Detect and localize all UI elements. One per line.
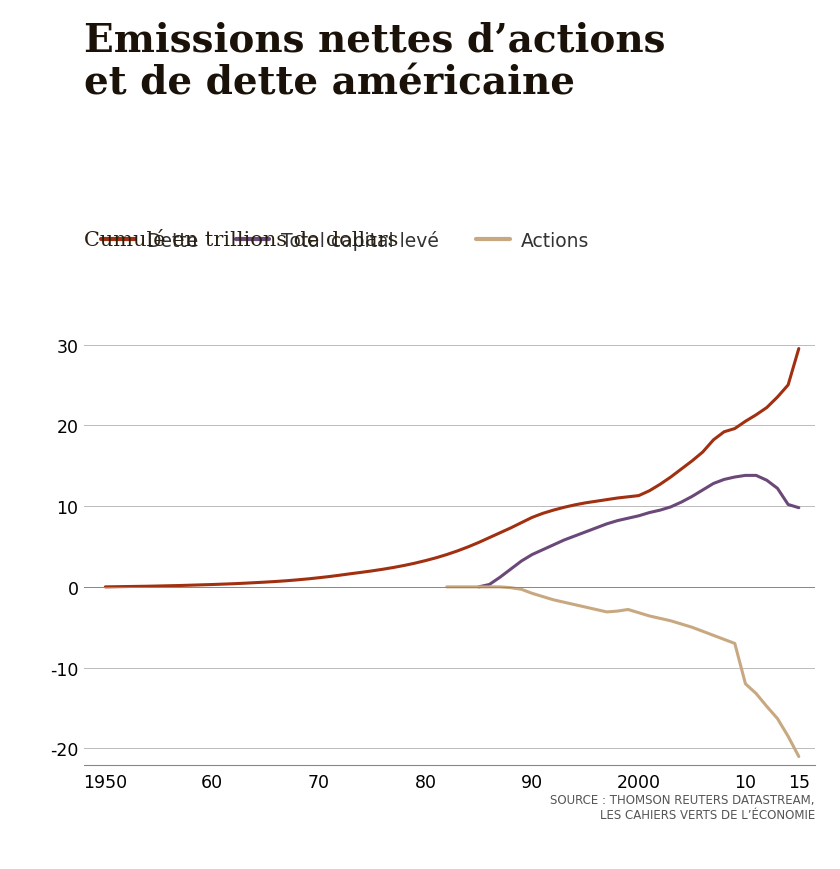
Text: SOURCE : THOMSON REUTERS DATASTREAM,
LES CAHIERS VERTS DE L’ÉCONOMIE: SOURCE : THOMSON REUTERS DATASTREAM, LES… — [550, 793, 815, 821]
Legend: Dette, Total capital levé, Actions: Dette, Total capital levé, Actions — [93, 222, 597, 258]
Text: Cumulé en trillions de dollars: Cumulé en trillions de dollars — [84, 230, 398, 249]
Text: Emissions nettes d’actions
et de dette américaine: Emissions nettes d’actions et de dette a… — [84, 22, 665, 103]
